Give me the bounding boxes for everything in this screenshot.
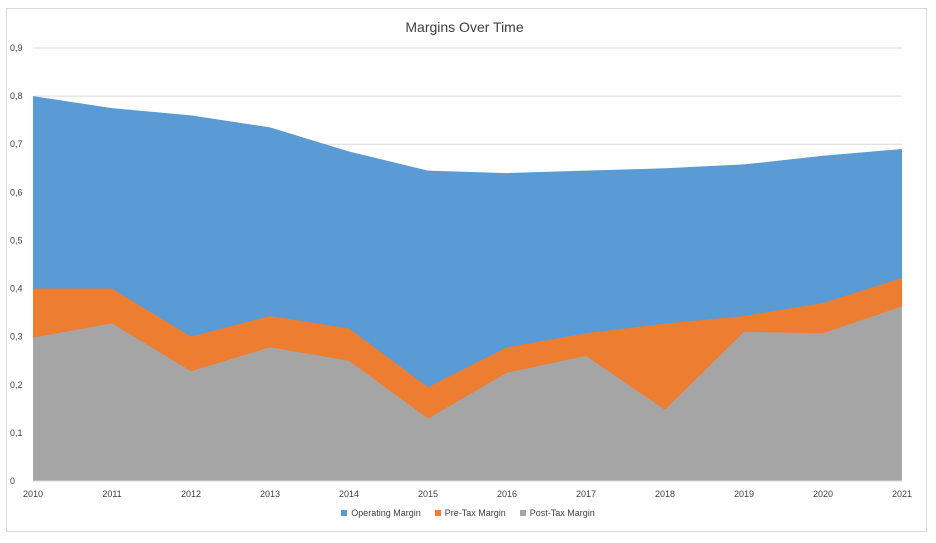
- legend-label: Post-Tax Margin: [529, 508, 595, 518]
- x-tick-label: 2014: [339, 489, 359, 499]
- y-tick-label: 0,8: [10, 91, 23, 101]
- x-tick-label: 2016: [497, 489, 517, 499]
- x-tick-label: 2019: [734, 489, 754, 499]
- legend-swatch: [341, 510, 348, 516]
- y-tick-label: 0,3: [10, 332, 23, 342]
- x-tick-label: 2017: [576, 489, 596, 499]
- x-tick-label: 2018: [655, 489, 675, 499]
- legend-item: Pre-Tax Margin: [434, 508, 506, 518]
- area-post-tax-margin: [33, 306, 902, 481]
- x-tick-label: 2020: [813, 489, 833, 499]
- y-tick-label: 0,5: [10, 235, 23, 245]
- x-axis: 2010 2011 2012 2013 2014 2015 2016 2017 2018 2019…: [23, 480, 912, 499]
- y-tick-label: 0,1: [10, 428, 23, 438]
- x-tick-label: 2015: [418, 489, 438, 499]
- legend-label: Operating Margin: [351, 508, 421, 518]
- y-tick-label: 0,6: [10, 187, 23, 197]
- y-tick-label: 0,4: [10, 284, 23, 294]
- legend-item: Post-Tax Margin: [519, 508, 595, 518]
- area-series: [33, 96, 902, 481]
- y-axis: 0 0,1 0,2 0,3 0,4 0,5 0,6 0,7 0,8 0,9: [10, 43, 23, 486]
- x-tick-label: 2012: [181, 489, 201, 499]
- x-tick-label: 2010: [23, 489, 43, 499]
- legend-item: Operating Margin: [341, 508, 421, 518]
- legend-swatch: [519, 510, 526, 516]
- legend: Operating Margin Pre-Tax Margin Post-Tax M…: [0, 508, 936, 518]
- x-tick-label: 2011: [102, 489, 121, 499]
- chart-title: Margins Over Time: [405, 19, 524, 35]
- y-tick-label: 0,2: [10, 380, 23, 390]
- y-tick-label: 0,7: [10, 139, 23, 149]
- legend-swatch: [434, 510, 441, 516]
- legend-label: Pre-Tax Margin: [444, 508, 506, 518]
- y-tick-label: 0: [10, 476, 15, 486]
- x-tick-label: 2021: [892, 489, 912, 499]
- x-tick-label: 2013: [260, 489, 280, 499]
- y-tick-label: 0,9: [10, 43, 23, 53]
